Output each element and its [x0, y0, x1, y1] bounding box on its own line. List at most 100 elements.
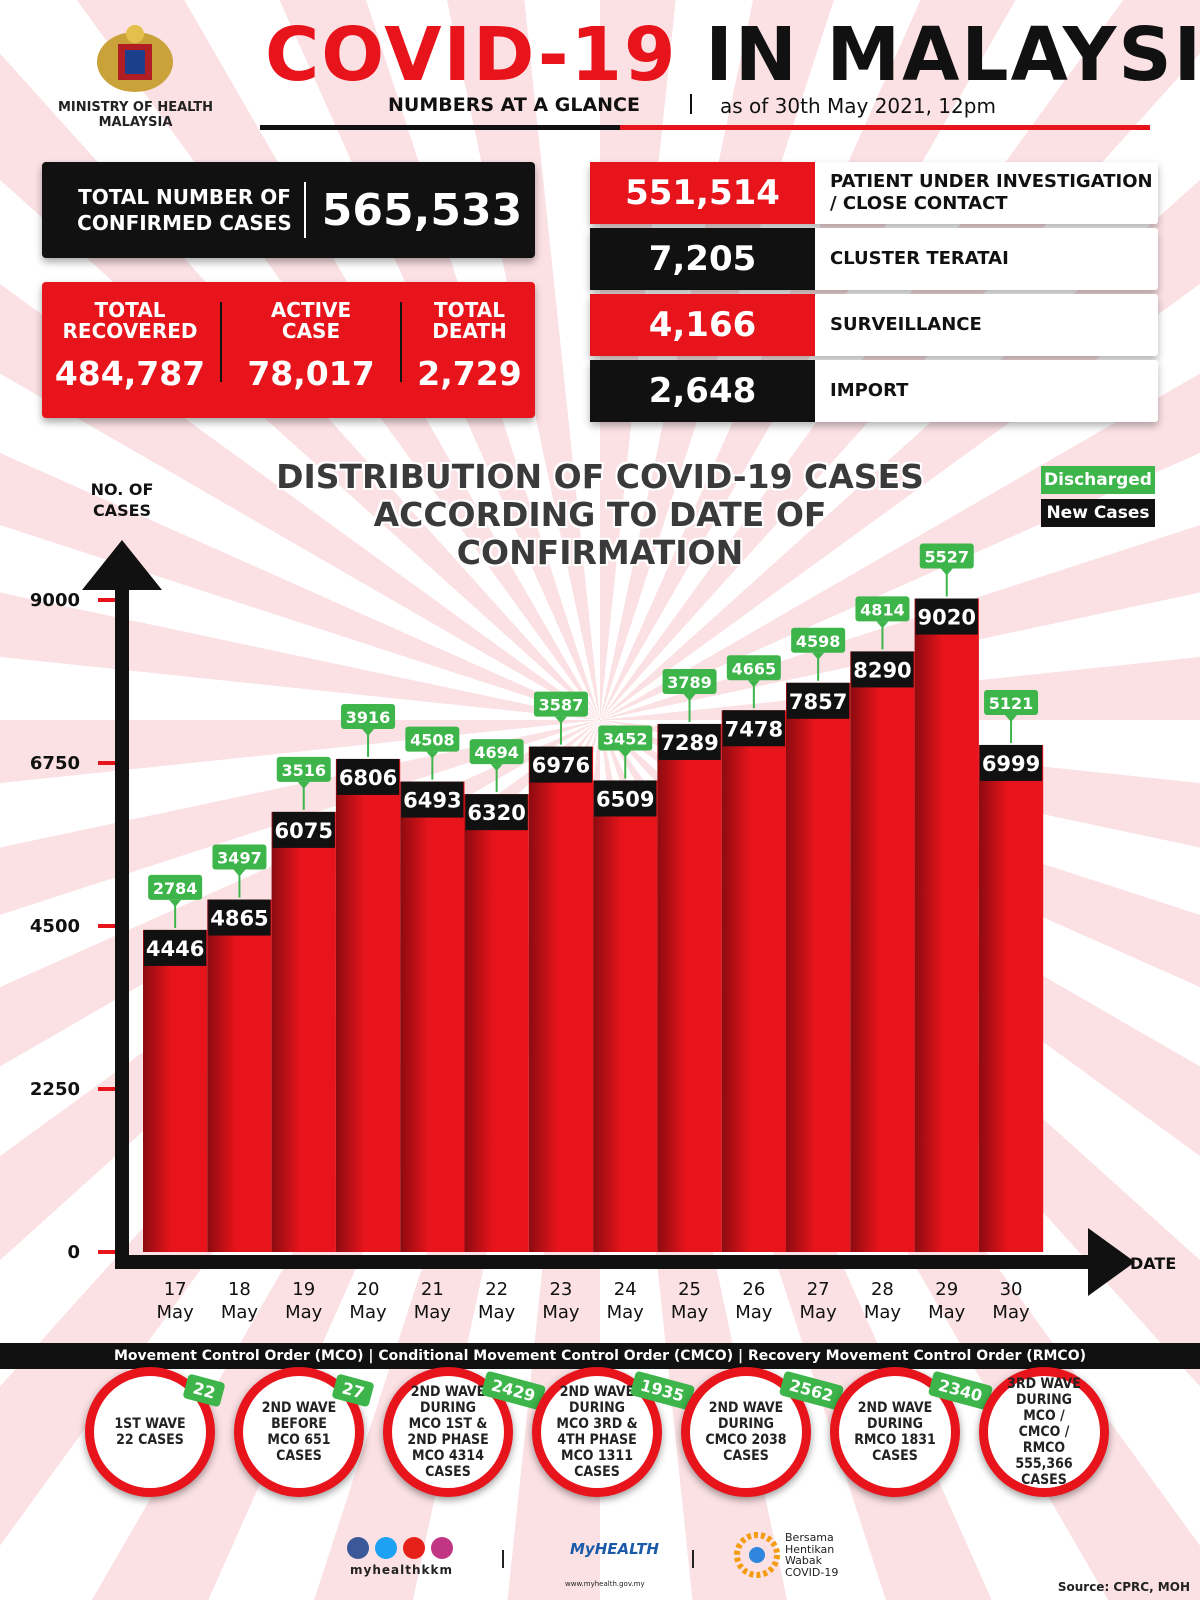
x-tick-label: 19 May	[285, 1279, 323, 1324]
source-label: PATIENT UNDER INVESTIGATION / CLOSE CONT…	[830, 171, 1153, 214]
discharged-label: 4694	[474, 743, 519, 762]
bar-label: 6493	[403, 789, 461, 813]
confirmed-box: TOTAL NUMBER OF CONFIRMED CASES 565,533	[42, 162, 535, 258]
myhealth-url: www.myhealth.gov.my	[565, 1580, 645, 1588]
bar-label-bg	[722, 710, 785, 747]
active-value: 78,017	[247, 353, 375, 393]
bar	[528, 746, 594, 1252]
bar	[721, 710, 786, 1252]
bar-label-bg	[272, 811, 335, 848]
x-tick-label: 27 May	[799, 1279, 837, 1324]
discharged-tag	[984, 689, 1039, 715]
bar-label-bg	[979, 744, 1043, 781]
confirmed-value: 565,533	[321, 184, 523, 236]
x-tick-label: 30 May	[992, 1279, 1030, 1324]
bar	[335, 758, 401, 1252]
social-handle: myhealthkkm	[350, 1563, 453, 1577]
bar	[464, 794, 529, 1252]
campaign: Bersama Hentikan Wabak COVID-19	[785, 1531, 839, 1579]
campaign-icon	[734, 1532, 780, 1578]
bar-label: 6075	[275, 819, 333, 843]
source-value: 7,205	[590, 228, 815, 290]
bar-label: 6320	[467, 801, 525, 825]
y-tick-label: 0	[67, 1242, 80, 1263]
x-tick-label: 28 May	[863, 1279, 902, 1324]
tag-pointer	[940, 568, 953, 576]
bar	[593, 780, 658, 1252]
x-tick-label: 22 May	[478, 1279, 516, 1324]
bar	[978, 744, 1044, 1252]
source-value: 4,166	[590, 294, 815, 356]
source-label: SURVEILLANCE	[830, 314, 982, 336]
bar-label: 4865	[210, 907, 268, 931]
divider	[692, 1550, 694, 1568]
bar	[657, 723, 722, 1252]
source-label: IMPORT	[830, 380, 909, 402]
death-label: TOTAL DEATH	[432, 298, 507, 343]
divider	[502, 1550, 504, 1568]
wave-circle: 2ND WAVE DURING CMCO 2038 CASES	[681, 1367, 811, 1497]
bar	[143, 929, 208, 1252]
divider	[220, 302, 222, 382]
divider	[690, 94, 692, 114]
x-tick-label: 26 May	[735, 1279, 773, 1324]
x-tick-label: 20 May	[349, 1279, 387, 1324]
tag-pointer	[1005, 714, 1018, 722]
y-axis-arrow	[82, 540, 162, 590]
wave-circle: 1ST WAVE 22 CASES	[85, 1367, 215, 1497]
source-value: 2,648	[590, 360, 815, 422]
tag-pointer	[169, 899, 182, 907]
bar	[786, 682, 851, 1252]
bar-label: 7289	[660, 731, 718, 755]
discharged-tag	[598, 725, 653, 751]
discharged-tag	[212, 844, 267, 870]
tag-pointer	[297, 781, 310, 789]
ministry: MINISTRY OF HEALTH MALAYSIA	[57, 100, 214, 130]
wave-circle: 2ND WAVE DURING MCO 3RD & 4TH PHASE MCO …	[532, 1367, 662, 1497]
bar-label: 9020	[918, 606, 976, 630]
underline	[260, 125, 620, 130]
discharged-label: 3789	[667, 673, 712, 692]
discharged-label: 3587	[539, 696, 584, 715]
bar-label: 7857	[789, 690, 847, 714]
source-label: CLUSTER TERATAI	[830, 248, 1009, 270]
tag-pointer	[362, 728, 375, 736]
discharged-tag	[469, 739, 524, 765]
x-tick-label: 18 May	[220, 1279, 259, 1324]
source-row: 2,648 IMPORT	[590, 360, 1158, 422]
discharged-tag	[405, 726, 460, 752]
discharged-label: 5527	[924, 548, 969, 567]
discharged-label: 4814	[860, 600, 905, 619]
myhealth-logo: MyHEALTH	[570, 1540, 659, 1558]
discharged-tag	[662, 668, 717, 694]
bar-label-bg	[529, 746, 593, 783]
y-tick-label: 6750	[30, 753, 80, 774]
discharged-label: 3497	[217, 849, 262, 868]
source-row: 7,205 CLUSTER TERATAI	[590, 228, 1158, 290]
wave-circle: 3RD WAVE DURING MCO / CMCO / RMCO 555,36…	[979, 1367, 1109, 1497]
y-axis-title: NO. OF CASES	[90, 480, 154, 520]
bar-label: 4446	[146, 937, 204, 961]
bar-label-bg	[915, 598, 978, 635]
discharged-tag	[791, 627, 846, 653]
as-of: as of 30th May 2021, 12pm	[720, 94, 996, 118]
underline	[620, 125, 1150, 130]
tag-pointer	[747, 680, 760, 688]
x-tick-label: 25 May	[670, 1279, 709, 1324]
tag-pointer	[812, 652, 825, 660]
x-tick-label: 23 May	[542, 1279, 580, 1324]
x-tick-label: 29 May	[928, 1279, 966, 1324]
x-tick-label: 24 May	[606, 1279, 644, 1324]
tag-pointer	[619, 750, 632, 758]
discharged-label: 4665	[732, 659, 777, 678]
title-black: IN MALAYSIA	[705, 12, 1200, 98]
legend-entry: New Cases	[1041, 499, 1155, 527]
bar-label: 6976	[532, 754, 590, 778]
social-icons	[347, 1537, 453, 1559]
bar-label-bg	[401, 781, 464, 818]
source-value: 551,514	[590, 162, 815, 224]
bar-label: 6509	[596, 787, 654, 811]
x-axis-arrow	[1088, 1228, 1135, 1296]
discharged-label: 3516	[281, 761, 326, 780]
